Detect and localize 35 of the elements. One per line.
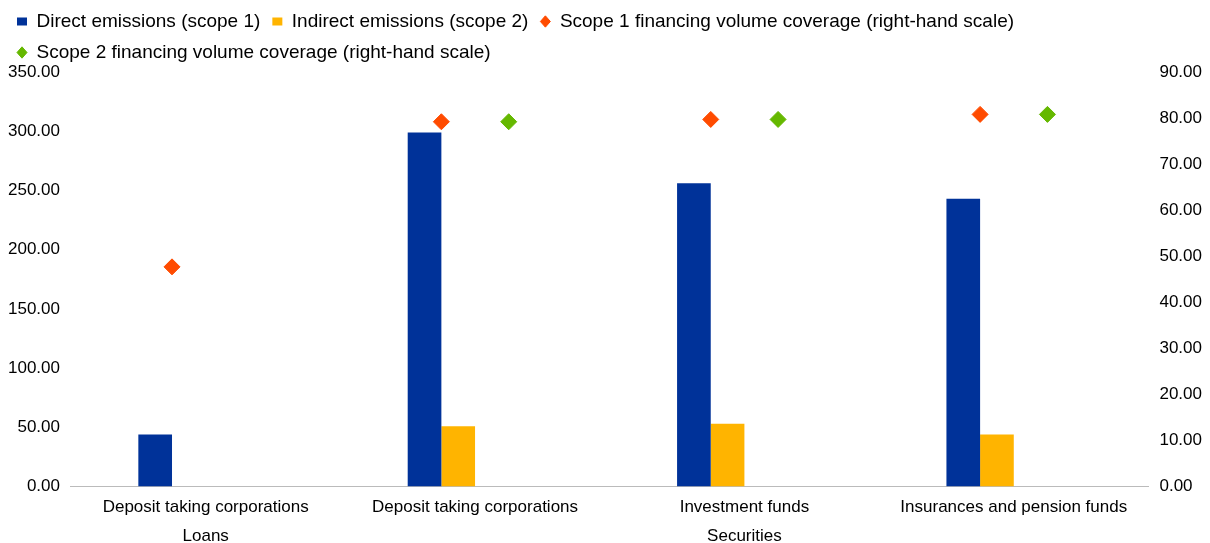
bar xyxy=(441,426,476,487)
legend-label: Scope 2 financing volume coverage (right-hand scale) xyxy=(36,40,491,62)
y2-tick-label: 0.00 xyxy=(1159,476,1193,496)
y2-tick-label: 90.00 xyxy=(1159,61,1203,81)
bar xyxy=(677,183,711,487)
y2-tick-label: 40.00 xyxy=(1159,292,1203,312)
y2-tick-label: 20.00 xyxy=(1159,384,1203,404)
y-tick-label: 100.00 xyxy=(8,357,60,377)
y-tick-label: 250.00 xyxy=(8,180,60,200)
y-tick-label: 300.00 xyxy=(8,120,60,140)
x-tick-label: Insurances and pension funds xyxy=(900,497,1128,517)
x-tick-label: Deposit taking corporations xyxy=(372,497,579,517)
x-tick-label: Deposit taking corporations xyxy=(102,497,309,517)
legend-label: Indirect emissions (scope 2) xyxy=(291,9,529,31)
y-tick-label: 200.00 xyxy=(8,239,60,259)
y2-tick-label: 80.00 xyxy=(1159,107,1203,127)
y2-tick-label: 10.00 xyxy=(1159,430,1203,450)
y2-tick-label: 60.00 xyxy=(1159,199,1203,219)
legend-label: Scope 1 financing volume coverage (right-hand scale) xyxy=(559,9,1015,31)
bar xyxy=(407,132,442,487)
x-tick-label: Investment funds xyxy=(679,497,810,517)
bar xyxy=(946,198,981,487)
y-tick-label: 150.00 xyxy=(8,298,60,318)
bar xyxy=(980,434,1014,487)
y2-tick-label: 50.00 xyxy=(1159,245,1203,265)
text: Loans xyxy=(182,526,229,543)
text: Securities xyxy=(707,526,782,543)
y-tick-label: 350.00 xyxy=(8,61,60,81)
bar xyxy=(710,423,745,487)
y-tick-label: 0.00 xyxy=(26,476,60,496)
y2-tick-label: 70.00 xyxy=(1159,153,1203,173)
y2-tick-label: 30.00 xyxy=(1159,338,1203,358)
bar xyxy=(138,434,173,487)
legend-label: Direct emissions (scope 1) xyxy=(36,9,261,31)
y-tick-label: 50.00 xyxy=(17,417,60,437)
